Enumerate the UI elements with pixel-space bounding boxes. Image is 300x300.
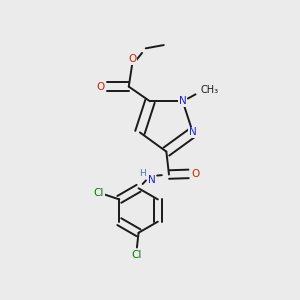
Text: N: N [179, 96, 187, 106]
Text: Cl: Cl [94, 188, 104, 198]
Text: O: O [128, 54, 136, 64]
Text: Cl: Cl [132, 250, 142, 260]
Text: O: O [96, 82, 104, 92]
Text: O: O [192, 169, 200, 179]
Text: N: N [189, 128, 197, 137]
Text: CH₃: CH₃ [201, 85, 219, 95]
Text: H: H [140, 169, 146, 178]
Text: N: N [148, 175, 155, 185]
